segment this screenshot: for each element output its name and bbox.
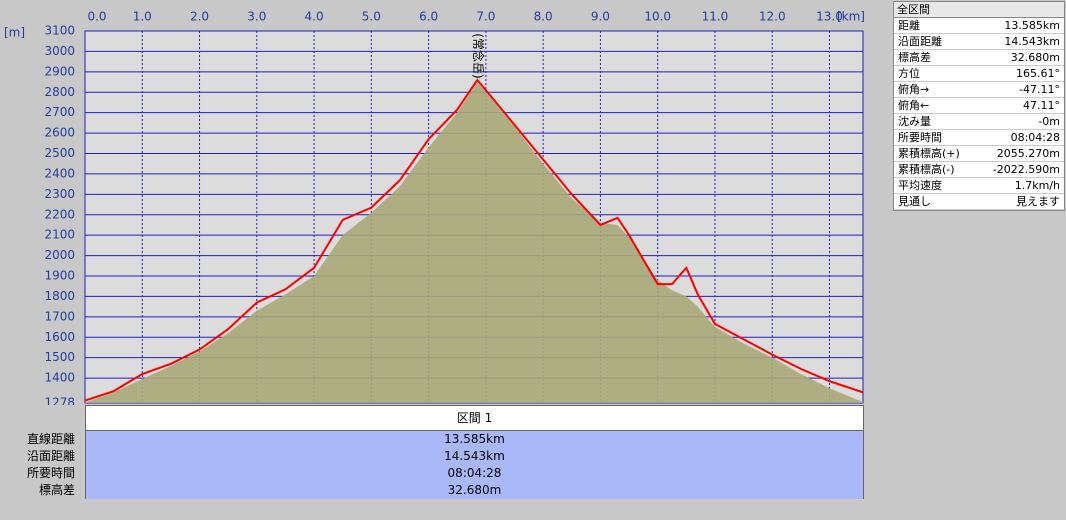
y-tick-label: 2300 xyxy=(44,187,75,201)
summary-label: 方位 xyxy=(898,67,920,80)
summary-value: -2022.590m xyxy=(992,163,1060,176)
x-tick-label: 12.0 xyxy=(759,10,786,24)
y-tick-label: 1278 xyxy=(44,396,75,406)
y-tick-label: 1600 xyxy=(44,330,75,344)
summary-value: 47.11° xyxy=(1023,99,1060,112)
summary-label: 見通し xyxy=(898,195,931,208)
summary-row: 俯角→ -47.11° xyxy=(894,82,1064,98)
y-tick-label: 2800 xyxy=(44,85,75,99)
y-tick-label: 3000 xyxy=(44,44,75,58)
section-table: 区間 1 直線距離 13.585km 沿面距離 14.543km 所要時間 08:04:28… xyxy=(0,405,864,499)
x-tick-label: 6.0 xyxy=(419,10,438,24)
x-tick-label: 9.0 xyxy=(591,10,610,24)
x-tick-label: 13.0 xyxy=(816,10,843,24)
section-value: 32.680m xyxy=(85,482,864,499)
x-tick-label: 0.0 xyxy=(87,10,106,24)
x-tick-label: 2.0 xyxy=(190,10,209,24)
summary-row: 累積標高(-) -2022.590m xyxy=(894,162,1064,178)
y-tick-label: 3100 xyxy=(44,24,75,38)
section-value: 13.585km xyxy=(85,431,864,448)
summary-value: 見えます xyxy=(1016,195,1060,208)
section-header: 区間 1 xyxy=(85,405,864,431)
section-row: 直線距離 13.585km xyxy=(0,431,864,448)
summary-row: 距離 13.585km xyxy=(894,18,1064,34)
section-label: 標高差 xyxy=(38,483,75,497)
x-tick-label: 4.0 xyxy=(305,10,324,24)
y-tick-label: 1500 xyxy=(44,350,75,364)
section-row: 標高差 32.680m xyxy=(0,482,864,499)
summary-value: 1.7km/h xyxy=(1014,179,1060,192)
y-tick-label: 2000 xyxy=(44,248,75,262)
summary-row: 方位 165.61° xyxy=(894,66,1064,82)
summary-row: 見通し 見えます xyxy=(894,194,1064,210)
summary-row: 沈み量 -0m xyxy=(894,114,1064,130)
summary-value: 08:04:28 xyxy=(1010,131,1060,144)
summary-row: 平均速度 1.7km/h xyxy=(894,178,1064,194)
y-tick-label: 2500 xyxy=(44,146,75,160)
y-tick-label: 1900 xyxy=(44,269,75,283)
chart: [m] [km] 1278 1400 1500 1600 1700 1800 1900 200… xyxy=(4,10,865,406)
summary-row: 沿面距離 14.543km xyxy=(894,34,1064,50)
section-row: 沿面距離 14.543km xyxy=(0,448,864,465)
y-tick-label: 1700 xyxy=(44,309,75,323)
summary-label: 平均速度 xyxy=(898,179,942,192)
x-tick-label: 11.0 xyxy=(702,10,729,24)
summary-value: 2055.270m xyxy=(996,147,1060,160)
summary-value: 165.61° xyxy=(1016,67,1060,80)
y-tick-label: 1800 xyxy=(44,289,75,303)
x-tick-label: 7.0 xyxy=(476,10,495,24)
summary-value: -0m xyxy=(1038,115,1060,128)
summary-label: 沿面距離 xyxy=(898,35,942,48)
summary-label: 所要時間 xyxy=(898,131,942,144)
summary-panel: 全区間 距離 13.585km 沿面距離 14.543km 標高差 32.680m 方位 165… xyxy=(893,1,1065,211)
x-tick-label: 5.0 xyxy=(362,10,381,24)
section-value: 08:04:28 xyxy=(85,465,864,482)
y-tick-label: 2700 xyxy=(44,105,75,119)
summary-value: 13.585km xyxy=(1004,19,1060,32)
terrain-area xyxy=(85,82,863,403)
x-tick-label: 1.0 xyxy=(133,10,152,24)
y-tick-label: 2200 xyxy=(44,207,75,221)
x-tick-label: 8.0 xyxy=(534,10,553,24)
summary-label: 沈み量 xyxy=(898,115,931,128)
y-tick-label: 2600 xyxy=(44,126,75,140)
summary-value: 32.680m xyxy=(1010,51,1060,64)
summary-row: 累積標高(+) 2055.270m xyxy=(894,146,1064,162)
y-tick-label: 1400 xyxy=(44,371,75,385)
y-tick-label: 2100 xyxy=(44,228,75,242)
section-value: 14.543km xyxy=(85,448,864,465)
summary-title: 全区間 xyxy=(894,2,1064,18)
summary-row: 俯角← 47.11° xyxy=(894,98,1064,114)
summary-row: 標高差 32.680m xyxy=(894,50,1064,66)
summary-label: 累積標高(+) xyxy=(898,147,960,160)
section-label: 沿面距離 xyxy=(26,449,75,463)
x-tick-label: 10.0 xyxy=(644,10,671,24)
track-line xyxy=(84,78,864,402)
y-tick-label: 2900 xyxy=(44,64,75,78)
summary-label: 標高差 xyxy=(898,51,931,64)
y-tick-label: 2400 xyxy=(44,166,75,180)
summary-label: 俯角← xyxy=(898,99,930,112)
x-axis-label: [km] xyxy=(837,10,865,24)
summary-label: 距離 xyxy=(898,19,920,32)
section-label: 直線距離 xyxy=(26,432,75,446)
summary-row: 所要時間 08:04:28 xyxy=(894,130,1064,146)
summary-value: 14.543km xyxy=(1004,35,1060,48)
summary-value: -47.11° xyxy=(1019,83,1060,96)
section-row: 所要時間 08:04:28 xyxy=(0,465,864,482)
x-tick-label: 3.0 xyxy=(247,10,266,24)
annotation: (常念岳) xyxy=(471,33,486,78)
y-axis-label: [m] xyxy=(4,26,25,40)
summary-label: 俯角→ xyxy=(898,83,930,96)
section-label: 所要時間 xyxy=(26,466,75,480)
summary-label: 累積標高(-) xyxy=(898,163,955,176)
